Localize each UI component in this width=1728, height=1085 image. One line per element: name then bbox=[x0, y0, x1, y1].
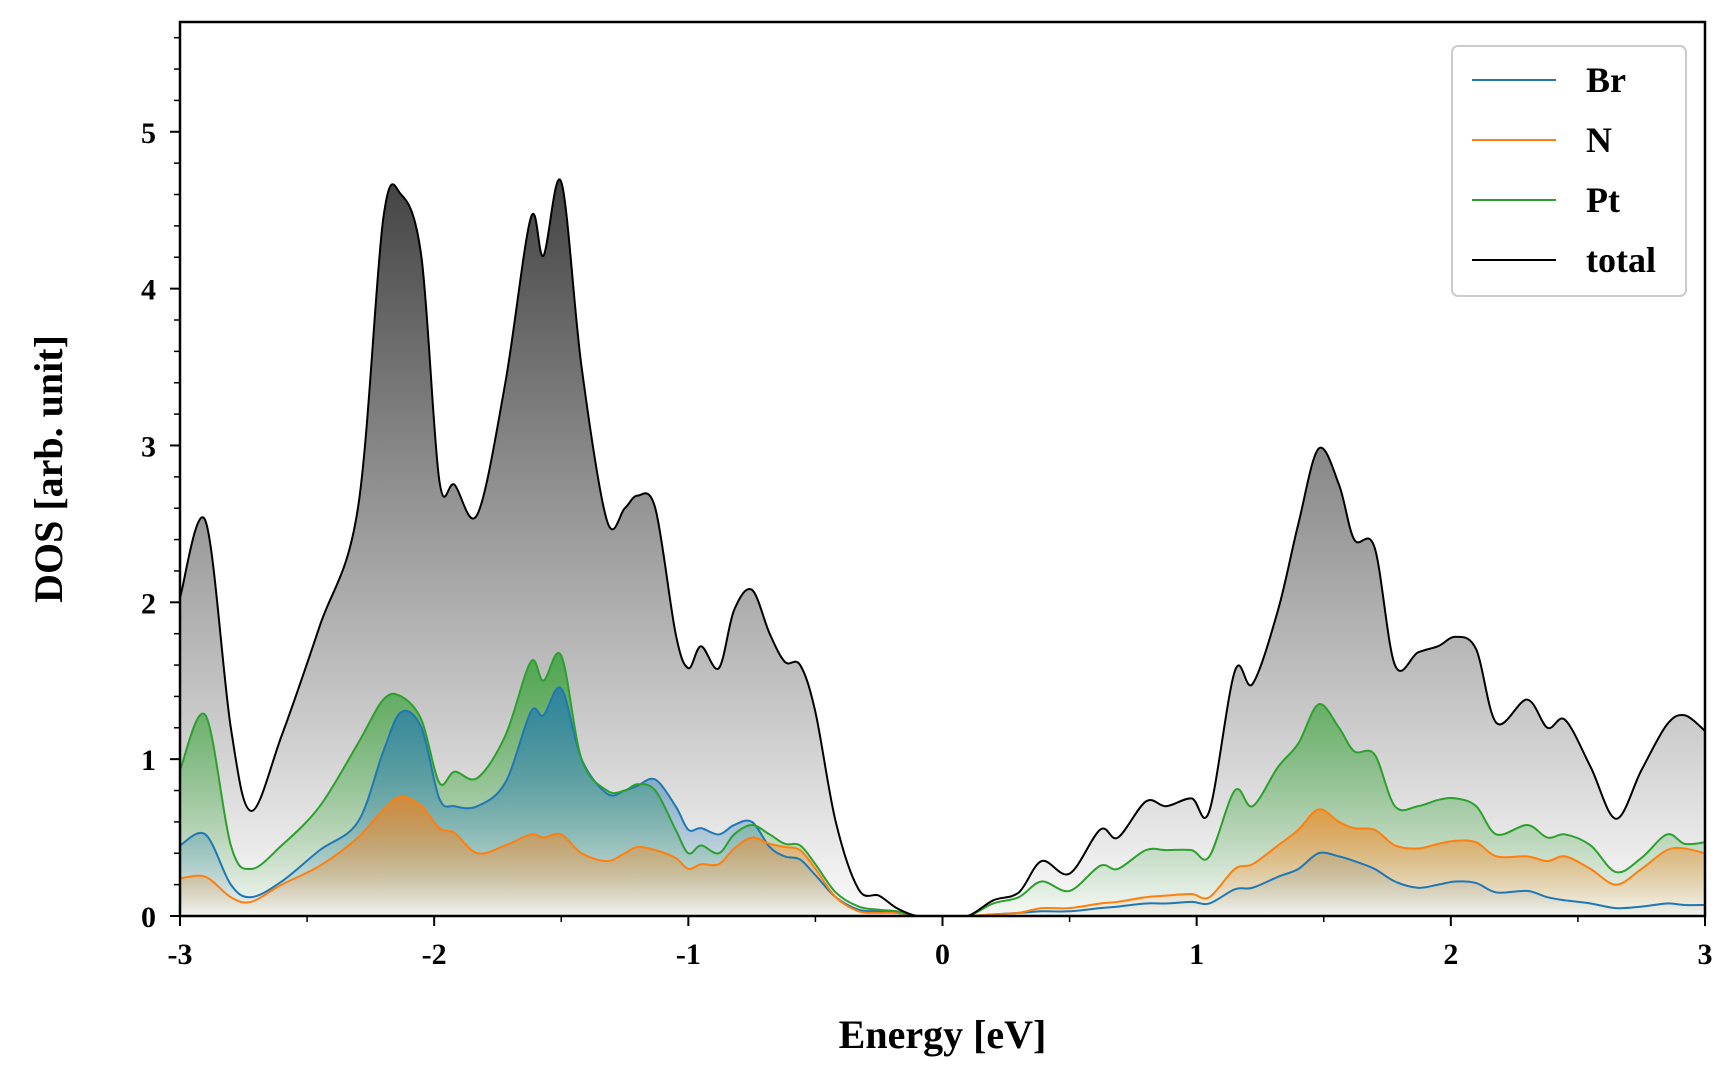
y-tick-label: 4 bbox=[141, 274, 156, 307]
x-tick-label: 1 bbox=[1189, 938, 1204, 971]
y-tick-label: 3 bbox=[141, 430, 156, 463]
legend-label-total: total bbox=[1586, 240, 1656, 280]
y-tick-label: 5 bbox=[141, 117, 156, 150]
series-lines bbox=[180, 178, 1705, 916]
y-tick-label: 2 bbox=[141, 587, 156, 620]
legend-label-br: Br bbox=[1586, 60, 1626, 100]
legend-box bbox=[1451, 45, 1687, 297]
series-line-total bbox=[180, 178, 1705, 916]
x-tick-label: 2 bbox=[1443, 938, 1458, 971]
x-tick-label: -2 bbox=[422, 938, 447, 971]
legend: Br N Pt total bbox=[1451, 45, 1687, 297]
x-axis-title: Energy [eV] bbox=[839, 1012, 1047, 1057]
area-fill-n bbox=[180, 796, 1705, 916]
axes: -3 -2 -1 0 1 2 3 0 1 2 3 4 5 bbox=[141, 20, 1713, 971]
y-tick-label: 1 bbox=[141, 744, 156, 777]
y-tick-label: 0 bbox=[141, 901, 156, 934]
series-line-pt bbox=[180, 651, 1705, 916]
legend-label-pt: Pt bbox=[1586, 180, 1620, 220]
area-fills bbox=[180, 179, 1705, 916]
x-tick-label: 3 bbox=[1698, 938, 1713, 971]
x-tick-label: 0 bbox=[935, 938, 950, 971]
x-tick-label: -3 bbox=[168, 938, 193, 971]
x-tick-label: -1 bbox=[676, 938, 701, 971]
legend-label-n: N bbox=[1586, 120, 1612, 160]
y-axis-title: DOS [arb. unit] bbox=[26, 335, 71, 603]
